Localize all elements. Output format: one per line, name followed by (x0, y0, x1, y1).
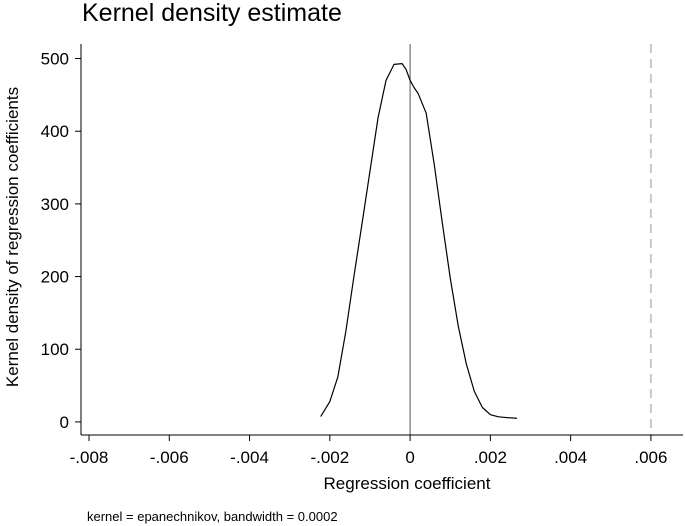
kernel-note: kernel = epanechnikov, bandwidth = 0.000… (87, 509, 338, 524)
y-axis-label: Kernel density of regression coefficient… (3, 87, 22, 387)
y-tick-label: 300 (41, 195, 69, 214)
y-tick-label: 400 (41, 122, 69, 141)
x-tick-label: -.008 (70, 448, 109, 467)
chart-title: Kernel density estimate (82, 0, 342, 27)
x-tick-label: 0 (405, 448, 414, 467)
density-series (320, 63, 518, 419)
x-tick-label: -.002 (310, 448, 349, 467)
x-tick-label: -.004 (230, 448, 269, 467)
y-tick-label: 0 (60, 413, 69, 432)
x-tick-label: .004 (554, 448, 587, 467)
y-tick-label: 200 (41, 268, 69, 287)
y-tick-label: 500 (41, 50, 69, 69)
y-axis-ticks: 0 100 200 300 400 500 (41, 50, 81, 432)
x-axis-label: Regression coefficient (324, 474, 491, 493)
density-line-0 (320, 63, 518, 419)
y-tick-label: 100 (41, 340, 69, 359)
x-axis-ticks: -.008 -.006 -.004 -.002 0 .002 .004 .006 (70, 435, 667, 467)
x-tick-label: .006 (634, 448, 667, 467)
x-tick-label: .002 (474, 448, 507, 467)
x-tick-label: -.006 (150, 448, 189, 467)
reference-lines (409, 44, 652, 435)
